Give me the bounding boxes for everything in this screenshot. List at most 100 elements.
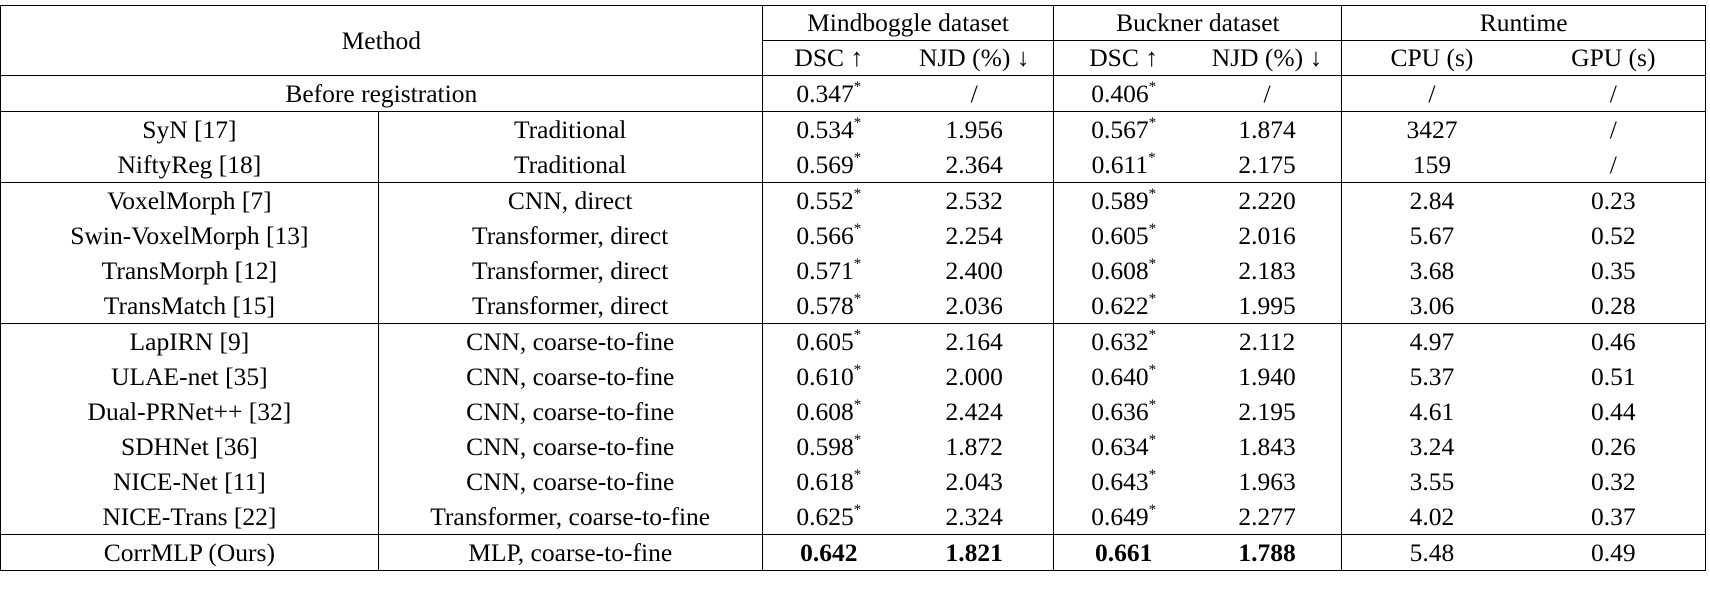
- cell-b-dsc: 0.567*: [1053, 111, 1193, 147]
- cell-m-dsc: 0.566*: [761, 218, 895, 253]
- cell-gpu: 0.28: [1521, 288, 1706, 324]
- cell-method: NiftyReg [18]: [0, 147, 379, 183]
- cell-type: CNN, coarse-to-fine: [378, 394, 763, 429]
- cell-cpu: /: [1341, 75, 1522, 112]
- cell-gpu: 0.46: [1521, 323, 1706, 359]
- cell-m-njd: 2.000: [895, 359, 1055, 394]
- cell-method: LapIRN [9]: [0, 323, 379, 359]
- cell-m-njd: 2.364: [895, 147, 1055, 183]
- cell-b-njd: 2.277: [1192, 499, 1343, 535]
- cell-m-njd: 2.400: [895, 253, 1055, 288]
- header-method: Method: [0, 5, 763, 76]
- table-row: SDHNet [36] CNN, coarse-to-fine 0.598* 1.87…: [0, 429, 1706, 464]
- table-row: VoxelMorph [7] CNN, direct 0.552* 2.532 0.58…: [0, 182, 1706, 218]
- cell-gpu: 0.35: [1521, 253, 1706, 288]
- cell-cpu: 2.84: [1341, 182, 1522, 218]
- header-mindboggle: Mindboggle dataset: [761, 5, 1055, 41]
- cell-type: Transformer, direct: [378, 253, 763, 288]
- cell-m-dsc: 0.605*: [761, 323, 895, 359]
- cell-cpu: 5.37: [1341, 359, 1522, 394]
- cell-m-dsc: 0.347*: [761, 75, 895, 112]
- cell-b-njd: 2.112: [1192, 323, 1343, 359]
- table-row: SyN [17] Traditional 0.534* 1.956 0.567* 1.87…: [0, 111, 1706, 147]
- cell-type: MLP, coarse-to-fine: [378, 534, 763, 571]
- cell-method: TransMorph [12]: [0, 253, 379, 288]
- cell-m-njd: /: [895, 75, 1055, 112]
- cell-m-njd: 2.164: [895, 323, 1055, 359]
- cell-type: Traditional: [378, 147, 763, 183]
- cell-method: Dual-PRNet++ [32]: [0, 394, 379, 429]
- results-table: Method Mindboggle dataset Buckner datase…: [0, 5, 1706, 571]
- cell-m-njd: 2.424: [895, 394, 1055, 429]
- cell-b-njd: 1.995: [1192, 288, 1343, 324]
- cell-b-dsc: 0.634*: [1053, 429, 1193, 464]
- table-row: NICE-Trans [22] Transformer, coarse-to-fi…: [0, 499, 1706, 535]
- cell-type: CNN, coarse-to-fine: [378, 429, 763, 464]
- cell-cpu: 4.61: [1341, 394, 1522, 429]
- cell-b-njd: 2.175: [1192, 147, 1343, 183]
- table-row-before-registration: Before registration 0.347* / 0.406* / / …: [0, 75, 1706, 112]
- cell-b-njd: 1.940: [1192, 359, 1343, 394]
- cell-m-njd: 2.036: [895, 288, 1055, 324]
- cell-b-dsc: 0.608*: [1053, 253, 1193, 288]
- cell-b-njd: 1.843: [1192, 429, 1343, 464]
- cell-b-njd: 2.183: [1192, 253, 1343, 288]
- cell-gpu: /: [1521, 111, 1706, 147]
- cell-m-dsc: 0.598*: [761, 429, 895, 464]
- cell-type: CNN, coarse-to-fine: [378, 464, 763, 499]
- cell-gpu: 0.51: [1521, 359, 1706, 394]
- cell-b-dsc: 0.406*: [1053, 75, 1193, 112]
- cell-method: NICE-Net [11]: [0, 464, 379, 499]
- subheader-cpu: CPU (s): [1341, 40, 1522, 76]
- cell-m-njd: 1.821: [895, 534, 1055, 571]
- cell-method: CorrMLP (Ours): [0, 534, 379, 571]
- cell-type: Transformer, direct: [378, 218, 763, 253]
- cell-gpu: 0.44: [1521, 394, 1706, 429]
- cell-gpu: 0.32: [1521, 464, 1706, 499]
- header-runtime: Runtime: [1341, 5, 1706, 41]
- cell-m-dsc: 0.534*: [761, 111, 895, 147]
- cell-method: TransMatch [15]: [0, 288, 379, 324]
- table-row: NICE-Net [11] CNN, coarse-to-fine 0.618* 2.…: [0, 464, 1706, 499]
- table-row: TransMorph [12] Transformer, direct 0.571*…: [0, 253, 1706, 288]
- cell-cpu: 3.68: [1341, 253, 1522, 288]
- cell-b-dsc: 0.649*: [1053, 499, 1193, 535]
- cell-type: CNN, coarse-to-fine: [378, 323, 763, 359]
- cell-m-dsc: 0.608*: [761, 394, 895, 429]
- cell-gpu: 0.37: [1521, 499, 1706, 535]
- cell-b-dsc: 0.611*: [1053, 147, 1193, 183]
- header-buckner: Buckner dataset: [1053, 5, 1343, 41]
- cell-m-dsc: 0.642: [761, 534, 895, 571]
- cell-b-njd: 2.016: [1192, 218, 1343, 253]
- cell-gpu: 0.49: [1521, 534, 1706, 571]
- cell-b-dsc: 0.643*: [1053, 464, 1193, 499]
- cell-cpu: 159: [1341, 147, 1522, 183]
- cell-method: SDHNet [36]: [0, 429, 379, 464]
- cell-cpu: 3.24: [1341, 429, 1522, 464]
- cell-m-dsc: 0.571*: [761, 253, 895, 288]
- cell-gpu: 0.26: [1521, 429, 1706, 464]
- cell-m-dsc: 0.578*: [761, 288, 895, 324]
- cell-m-njd: 1.956: [895, 111, 1055, 147]
- subheader-buckner-njd: NJD (%) ↓: [1192, 40, 1343, 76]
- cell-m-dsc: 0.610*: [761, 359, 895, 394]
- cell-cpu: 5.48: [1341, 534, 1522, 571]
- cell-cpu: 4.97: [1341, 323, 1522, 359]
- cell-b-dsc: 0.605*: [1053, 218, 1193, 253]
- cell-cpu: 5.67: [1341, 218, 1522, 253]
- cell-m-njd: 2.324: [895, 499, 1055, 535]
- cell-b-dsc: 0.636*: [1053, 394, 1193, 429]
- cell-b-njd: 1.788: [1192, 534, 1343, 571]
- cell-gpu: /: [1521, 147, 1706, 183]
- table-row: NiftyReg [18] Traditional 0.569* 2.364 0.611…: [0, 147, 1706, 183]
- cell-m-dsc: 0.569*: [761, 147, 895, 183]
- subheader-gpu: GPU (s): [1521, 40, 1706, 76]
- cell-cpu: 3427: [1341, 111, 1522, 147]
- cell-type: Traditional: [378, 111, 763, 147]
- cell-m-njd: 2.532: [895, 182, 1055, 218]
- cell-m-njd: 2.043: [895, 464, 1055, 499]
- cell-gpu: 0.23: [1521, 182, 1706, 218]
- cell-m-dsc: 0.552*: [761, 182, 895, 218]
- cell-b-njd: 2.195: [1192, 394, 1343, 429]
- cell-type: CNN, coarse-to-fine: [378, 359, 763, 394]
